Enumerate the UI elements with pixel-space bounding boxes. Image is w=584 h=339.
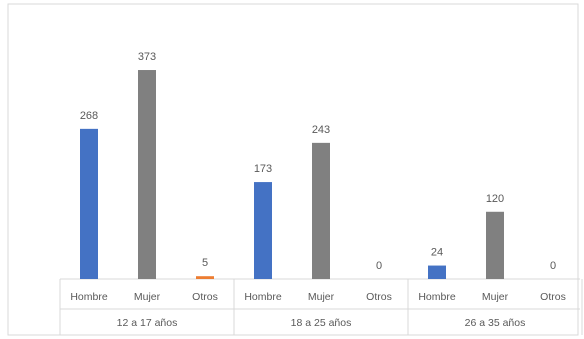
data-label: 0	[376, 260, 382, 272]
category-tick-label: Hombre	[418, 291, 456, 303]
category-tick-label: Otros	[366, 291, 392, 303]
data-label: 0	[550, 260, 556, 272]
bar-hombre-group-3	[428, 265, 446, 279]
data-label: 243	[312, 124, 330, 136]
data-label: 373	[138, 51, 156, 63]
bar-hombre-group-1	[80, 128, 98, 279]
category-tick-label: Mujer	[308, 291, 335, 303]
group-tick-label: 18 a 25 años	[291, 317, 352, 329]
chart-border	[7, 3, 579, 336]
category-tick-label: Mujer	[482, 291, 509, 303]
bar-mujer-group-3	[486, 211, 504, 279]
category-tick-label: Hombre	[70, 291, 108, 303]
data-label: 268	[80, 110, 98, 122]
category-tick-label: Mujer	[134, 291, 161, 303]
data-label: 24	[431, 247, 443, 259]
category-tick-label: Otros	[540, 291, 566, 303]
group-tick-label: 12 a 17 años	[117, 317, 178, 329]
bar-hombre-group-2	[254, 182, 272, 279]
data-label: 120	[486, 193, 504, 205]
data-label: 173	[254, 163, 272, 175]
bar-mujer-group-2	[312, 142, 330, 279]
bar-mujer-group-1	[138, 70, 156, 279]
group-tick-label: 26 a 35 años	[465, 317, 526, 329]
category-tick-label: Otros	[192, 291, 218, 303]
category-tick-label: Hombre	[244, 291, 282, 303]
data-label: 5	[202, 257, 208, 269]
bar-otros-group-1	[196, 276, 214, 279]
